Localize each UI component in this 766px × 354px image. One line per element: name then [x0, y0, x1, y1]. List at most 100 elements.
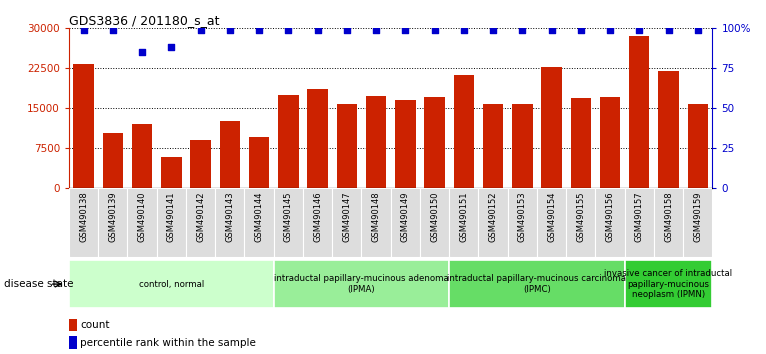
Bar: [624, 260, 712, 308]
Point: [487, 27, 499, 33]
Text: GSM490149: GSM490149: [401, 191, 410, 241]
Text: GSM490154: GSM490154: [547, 191, 556, 241]
Bar: [420, 188, 449, 257]
Point: [428, 27, 440, 33]
Point: [136, 50, 148, 55]
Bar: [273, 188, 303, 257]
Bar: [483, 104, 503, 188]
Bar: [186, 188, 215, 257]
Point: [224, 27, 236, 33]
Bar: [244, 188, 273, 257]
Point: [341, 27, 353, 33]
Text: GSM490153: GSM490153: [518, 191, 527, 242]
Bar: [161, 157, 182, 188]
Point: [253, 27, 265, 33]
Text: GSM490141: GSM490141: [167, 191, 176, 241]
Point: [312, 27, 324, 33]
Bar: [508, 188, 537, 257]
Point: [399, 27, 411, 33]
Bar: [453, 75, 474, 188]
Bar: [595, 188, 624, 257]
Bar: [69, 336, 77, 349]
Bar: [512, 104, 532, 188]
Bar: [449, 260, 624, 308]
Bar: [542, 67, 561, 188]
Text: GSM490150: GSM490150: [430, 191, 439, 241]
Bar: [307, 90, 328, 188]
Text: invasive cancer of intraductal
papillary-mucinous
neoplasm (IPMN): invasive cancer of intraductal papillary…: [604, 269, 732, 299]
Text: GSM490140: GSM490140: [138, 191, 146, 241]
Bar: [332, 188, 362, 257]
Point: [692, 27, 704, 33]
Point: [663, 27, 675, 33]
Bar: [74, 64, 93, 188]
Text: intraductal papillary-mucinous adenoma
(IPMA): intraductal papillary-mucinous adenoma (…: [274, 274, 449, 294]
Bar: [654, 188, 683, 257]
Bar: [395, 100, 415, 188]
Point: [195, 27, 207, 33]
Text: GSM490156: GSM490156: [605, 191, 614, 242]
Point: [370, 27, 382, 33]
Bar: [249, 137, 270, 188]
Bar: [336, 104, 357, 188]
Text: GSM490139: GSM490139: [108, 191, 117, 242]
Bar: [69, 188, 98, 257]
Point: [545, 27, 558, 33]
Text: GSM490151: GSM490151: [460, 191, 468, 241]
Text: percentile rank within the sample: percentile rank within the sample: [80, 338, 256, 348]
Bar: [391, 188, 420, 257]
Text: GSM490158: GSM490158: [664, 191, 673, 242]
Bar: [127, 188, 157, 257]
Bar: [658, 71, 679, 188]
Text: GSM490143: GSM490143: [225, 191, 234, 242]
Point: [604, 27, 616, 33]
Text: GSM490159: GSM490159: [693, 191, 702, 241]
Text: intraductal papillary-mucinous carcinoma
(IPMC): intraductal papillary-mucinous carcinoma…: [447, 274, 627, 294]
Point: [457, 27, 470, 33]
Bar: [215, 188, 244, 257]
Text: GSM490147: GSM490147: [342, 191, 352, 242]
Bar: [362, 188, 391, 257]
Bar: [629, 36, 650, 188]
Point: [106, 27, 119, 33]
Bar: [624, 188, 654, 257]
Bar: [449, 188, 479, 257]
Bar: [424, 97, 445, 188]
Point: [77, 27, 90, 33]
Bar: [98, 188, 127, 257]
Text: GSM490157: GSM490157: [635, 191, 643, 242]
Bar: [566, 188, 595, 257]
Point: [633, 27, 646, 33]
Bar: [479, 188, 508, 257]
Point: [574, 27, 587, 33]
Text: GSM490152: GSM490152: [489, 191, 498, 241]
Bar: [190, 140, 211, 188]
Bar: [537, 188, 566, 257]
Bar: [103, 133, 123, 188]
Bar: [278, 95, 299, 188]
Bar: [683, 188, 712, 257]
Text: GSM490138: GSM490138: [79, 191, 88, 242]
Point: [165, 45, 178, 50]
Bar: [157, 188, 186, 257]
Bar: [600, 97, 620, 188]
Bar: [220, 121, 240, 188]
Bar: [69, 260, 273, 308]
Point: [516, 27, 529, 33]
Text: GSM490148: GSM490148: [372, 191, 381, 242]
Text: GDS3836 / 201180_s_at: GDS3836 / 201180_s_at: [69, 14, 219, 27]
Text: GSM490144: GSM490144: [254, 191, 264, 241]
Bar: [132, 124, 152, 188]
Text: GSM490145: GSM490145: [283, 191, 293, 241]
Text: GSM490155: GSM490155: [576, 191, 585, 241]
Point: [282, 27, 294, 33]
Bar: [273, 260, 449, 308]
Text: GSM490142: GSM490142: [196, 191, 205, 241]
Text: GSM490146: GSM490146: [313, 191, 322, 242]
Text: control, normal: control, normal: [139, 280, 204, 289]
Bar: [366, 96, 386, 188]
Bar: [303, 188, 332, 257]
Bar: [69, 319, 77, 331]
Text: disease state: disease state: [4, 279, 74, 289]
Bar: [688, 104, 708, 188]
